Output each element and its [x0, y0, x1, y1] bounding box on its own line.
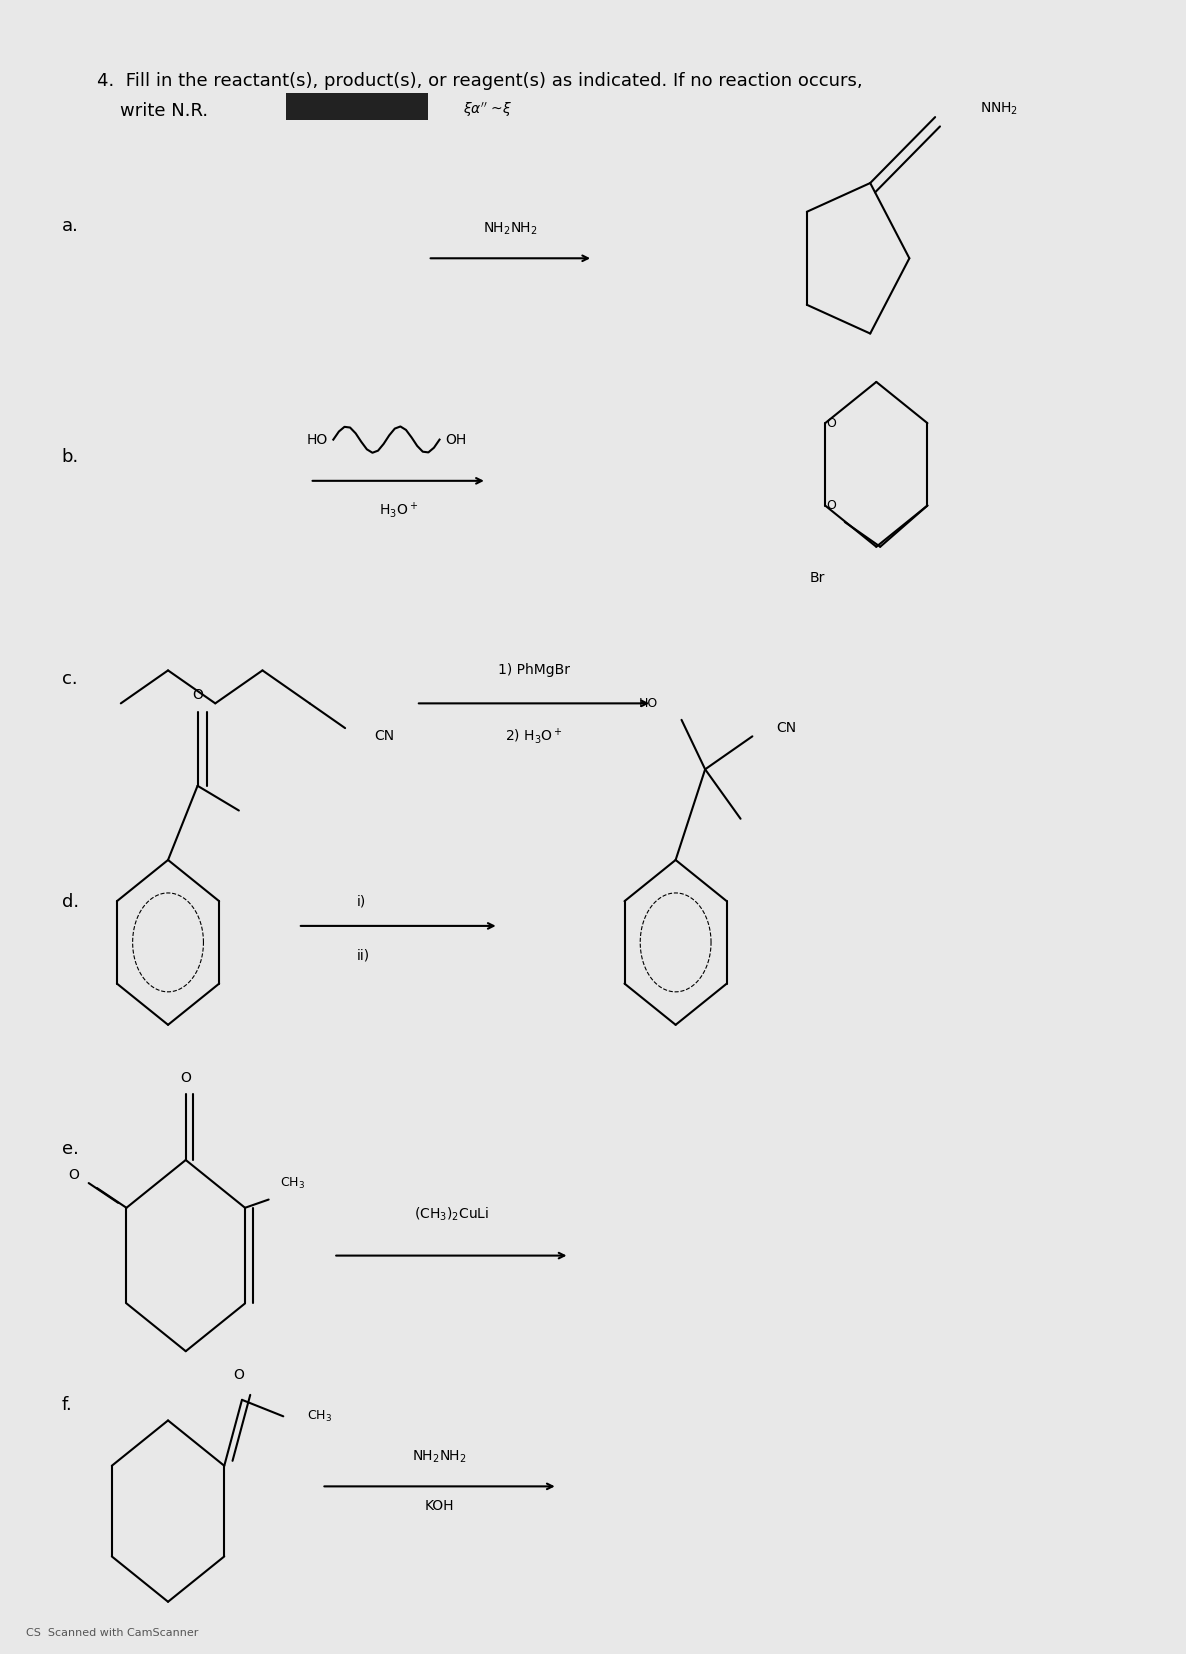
- Text: a.: a.: [62, 217, 78, 235]
- Text: $\xi \alpha^{\prime\prime}$ ~$\xi$: $\xi \alpha^{\prime\prime}$ ~$\xi$: [464, 101, 512, 119]
- Text: NH$_2$NH$_2$: NH$_2$NH$_2$: [413, 1449, 467, 1465]
- Text: write N.R.: write N.R.: [97, 101, 209, 119]
- Text: 1) PhMgBr: 1) PhMgBr: [498, 663, 570, 678]
- Text: CH$_3$: CH$_3$: [280, 1176, 306, 1191]
- Text: (CH$_3$)$_2$CuLi: (CH$_3$)$_2$CuLi: [414, 1206, 489, 1222]
- Text: CH$_3$: CH$_3$: [307, 1409, 332, 1424]
- Text: NNH$_2$: NNH$_2$: [980, 101, 1018, 117]
- Text: OH: OH: [446, 433, 467, 447]
- Text: HO: HO: [639, 696, 658, 710]
- Text: e.: e.: [62, 1140, 78, 1158]
- Text: d.: d.: [62, 893, 79, 911]
- Text: O: O: [69, 1168, 79, 1183]
- Text: 4.  Fill in the reactant(s), product(s), or reagent(s) as indicated. If no react: 4. Fill in the reactant(s), product(s), …: [97, 73, 863, 89]
- Text: b.: b.: [62, 448, 79, 466]
- Text: i): i): [357, 895, 366, 908]
- Text: O: O: [192, 688, 203, 703]
- Text: c.: c.: [62, 670, 77, 688]
- Text: ii): ii): [357, 949, 370, 963]
- Text: CS  Scanned with CamScanner: CS Scanned with CamScanner: [26, 1628, 199, 1637]
- Text: O: O: [180, 1070, 191, 1085]
- Text: Br: Br: [810, 572, 825, 586]
- Text: 2) H$_3$O$^+$: 2) H$_3$O$^+$: [505, 726, 563, 746]
- Text: CN: CN: [776, 721, 796, 734]
- Text: CN: CN: [375, 729, 395, 743]
- Text: H$_3$O$^+$: H$_3$O$^+$: [378, 501, 417, 521]
- Text: NH$_2$NH$_2$: NH$_2$NH$_2$: [483, 220, 537, 237]
- FancyBboxPatch shape: [286, 93, 428, 119]
- Text: HO: HO: [306, 433, 327, 447]
- Text: f.: f.: [62, 1396, 72, 1414]
- Text: O: O: [827, 417, 836, 430]
- Text: O: O: [232, 1368, 244, 1383]
- Text: O: O: [827, 500, 836, 513]
- Text: KOH: KOH: [425, 1499, 454, 1513]
